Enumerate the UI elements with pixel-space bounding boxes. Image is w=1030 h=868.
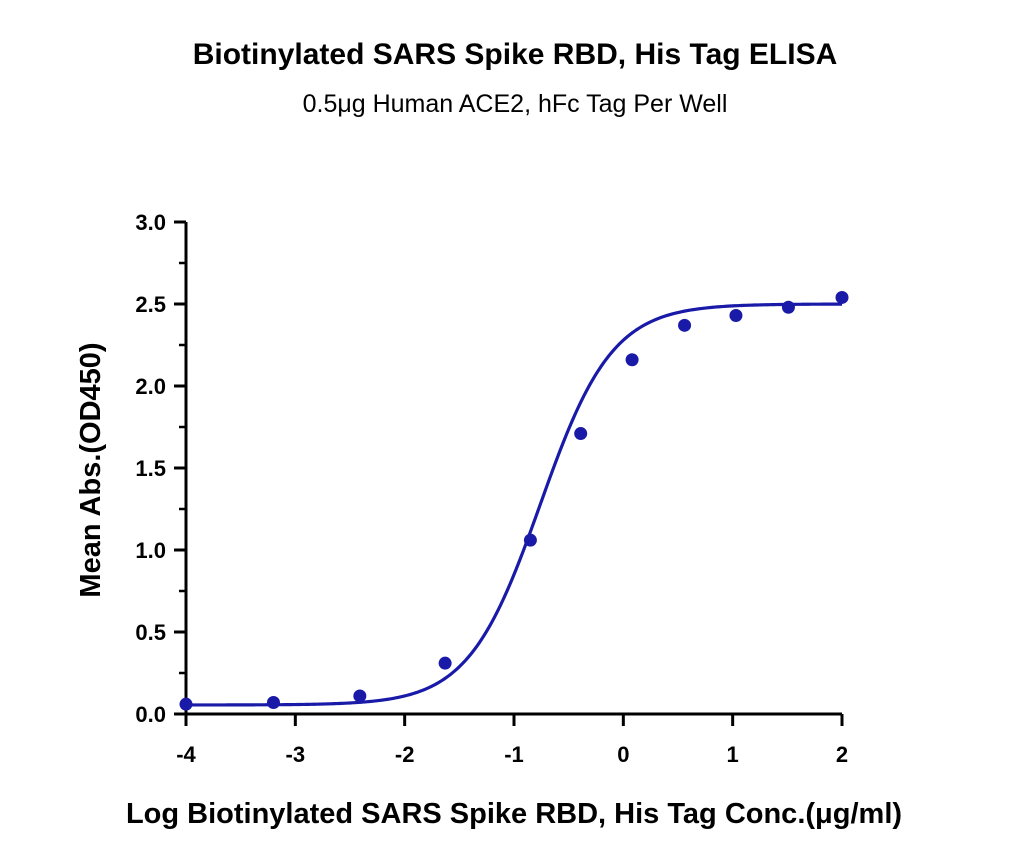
x-axis-title: Log Biotinylated SARS Spike RBD, His Tag… [126,798,902,830]
y-tick-label: 0.5 [135,620,166,645]
data-point [625,353,639,367]
chart-subtitle: 0.5μg Human ACE2, hFc Tag Per Well [302,90,728,118]
data-point [729,308,743,322]
data-point [678,318,692,332]
data-points [179,290,849,711]
y-tick-label: 2.5 [135,292,166,317]
data-point [574,427,588,441]
y-tick-label: 3.0 [135,210,166,235]
chart-title: Biotinylated SARS Spike RBD, His Tag ELI… [192,38,838,71]
y-axis-title: Mean Abs.(OD450) [75,342,107,597]
data-point [523,533,537,547]
axes [184,222,842,716]
data-point [266,696,280,710]
data-point [438,656,452,670]
y-tick-label: 1.0 [135,538,166,563]
x-tick-label: 1 [727,742,739,767]
y-tick-label: 0.0 [135,702,166,727]
data-point [179,697,193,711]
data-point [353,689,367,703]
x-tick-label: -2 [395,742,415,767]
x-tick-label: -3 [286,742,306,767]
x-tick-label: -1 [504,742,524,767]
y-tick-label: 1.5 [135,456,166,481]
fit-curve [186,302,843,707]
data-point [835,290,849,304]
y-tick-label: 2.0 [135,374,166,399]
x-tick-label: 2 [836,742,848,767]
fit-curve-group [186,302,843,707]
x-tick-label: -4 [176,742,196,767]
data-point [781,300,795,314]
x-axis-ticks: -4 -3 -2 -1 0 1 2 [176,714,848,767]
y-axis-ticks: 0.0 0.5 1.0 1.5 2.0 2.5 3.0 [135,210,186,727]
x-tick-label: 0 [617,742,629,767]
